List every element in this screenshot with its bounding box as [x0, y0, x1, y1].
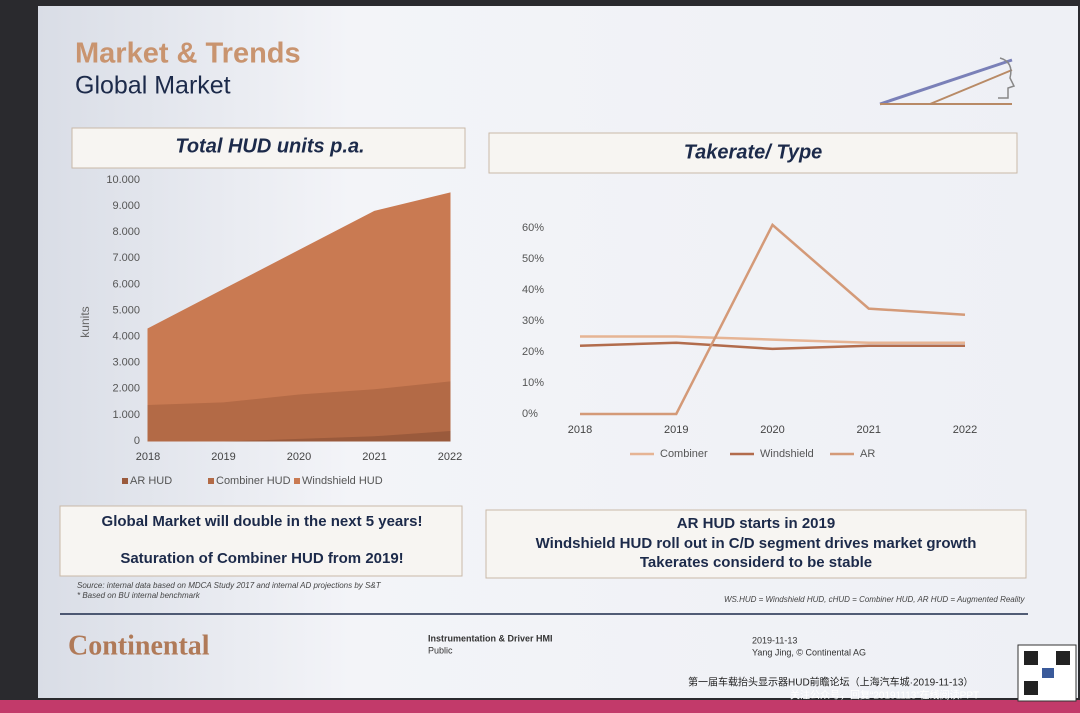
y-tick-label: 50% — [522, 253, 544, 265]
chart-title: Takerate/ Type — [684, 141, 823, 163]
y-tick-label: 2.000 — [112, 383, 140, 395]
x-tick-label: 2021 — [362, 451, 386, 463]
y-tick-label: 40% — [522, 284, 544, 296]
summary-box — [59, 505, 463, 577]
chart-title: Total HUD units p.a. — [175, 135, 364, 157]
x-tick-label: 2020 — [760, 424, 784, 436]
y-tick-label: 9.000 — [112, 200, 140, 212]
y-tick-label: 30% — [522, 315, 544, 327]
summary-text: Takerates considerd to be stable — [640, 554, 872, 571]
legend-label: Windshield — [760, 448, 814, 460]
x-tick-label: 2018 — [568, 424, 592, 436]
summary-text: Global Market will double in the next 5 … — [102, 513, 423, 530]
area — [147, 192, 451, 405]
qr-code-part — [1042, 668, 1054, 678]
summary-text: Windshield HUD roll out in C/D segment d… — [536, 535, 977, 552]
line — [580, 335, 965, 344]
x-tick-label: 2020 — [287, 451, 311, 463]
chart-header-box — [488, 132, 1018, 174]
y-tick-label: 60% — [522, 222, 544, 234]
legend-swatch — [208, 478, 214, 484]
footer-text: Public — [428, 645, 453, 655]
qr-code-part — [1056, 651, 1070, 665]
x-tick-label: 2022 — [953, 424, 977, 436]
legend-label: Combiner HUD — [216, 475, 291, 487]
logo-graphic — [879, 57, 1016, 106]
legend-label: Combiner — [660, 448, 708, 460]
legend-label: AR HUD — [130, 475, 172, 487]
stage-floor — [0, 700, 1080, 713]
y-tick-label: 6.000 — [112, 278, 140, 290]
watermark: 关注公众号，回复“20191113”在线阅读PPT — [790, 689, 979, 702]
slide-title: Market & Trends — [75, 38, 301, 70]
y-tick-label: 3.000 — [112, 357, 140, 369]
y-tick-label: 5.000 — [112, 304, 140, 316]
x-tick-label: 2019 — [664, 424, 688, 436]
y-tick-label: 1.000 — [112, 409, 140, 421]
footer-logo: Continental — [68, 630, 210, 661]
footer-text: Yang Jing, © Continental AG — [752, 647, 866, 657]
abbreviation-note: WS.HUD = Windshield HUD, cHUD = Combiner… — [724, 595, 1026, 604]
y-tick-label: 10.000 — [106, 174, 140, 186]
qr-code-part — [1024, 651, 1038, 665]
y-tick-label: 0 — [134, 435, 140, 447]
source-note: Source: internal data based on MDCA Stud… — [77, 581, 382, 590]
summary-text: AR HUD starts in 2019 — [677, 515, 835, 532]
legend-label: AR — [860, 448, 875, 460]
legend-label: Windshield HUD — [302, 475, 383, 487]
y-tick-label: 10% — [522, 377, 544, 389]
x-tick-label: 2019 — [211, 451, 235, 463]
chart-header-box — [71, 127, 466, 169]
x-tick-label: 2022 — [438, 451, 462, 463]
y-tick-label: 0% — [522, 408, 538, 420]
line — [580, 222, 966, 416]
watermark: 第一届车载抬头显示器HUD前瞻论坛（上海汽车城·2019-11-13） — [688, 676, 973, 689]
y-tick-label: 4.000 — [112, 331, 140, 343]
y-tick-label: 20% — [522, 346, 544, 358]
summary-box — [485, 509, 1027, 579]
qr-code-part — [1024, 681, 1038, 695]
y-tick-label: 8.000 — [112, 226, 140, 238]
slide-subtitle: Global Market — [75, 72, 231, 100]
footer-text: 2019-11-13 — [752, 635, 797, 645]
legend-swatch — [122, 478, 128, 484]
y-tick-label: 7.000 — [112, 252, 140, 264]
line — [579, 341, 965, 351]
footer-text: Instrumentation & Driver HMI — [428, 633, 553, 643]
legend-swatch — [294, 478, 300, 484]
source-note: * Based on BU internal benchmark — [77, 591, 201, 600]
x-tick-label: 2018 — [136, 451, 160, 463]
y-axis-label: kunits — [78, 306, 92, 337]
summary-text: Saturation of Combiner HUD from 2019! — [120, 550, 403, 567]
x-tick-label: 2021 — [857, 424, 881, 436]
